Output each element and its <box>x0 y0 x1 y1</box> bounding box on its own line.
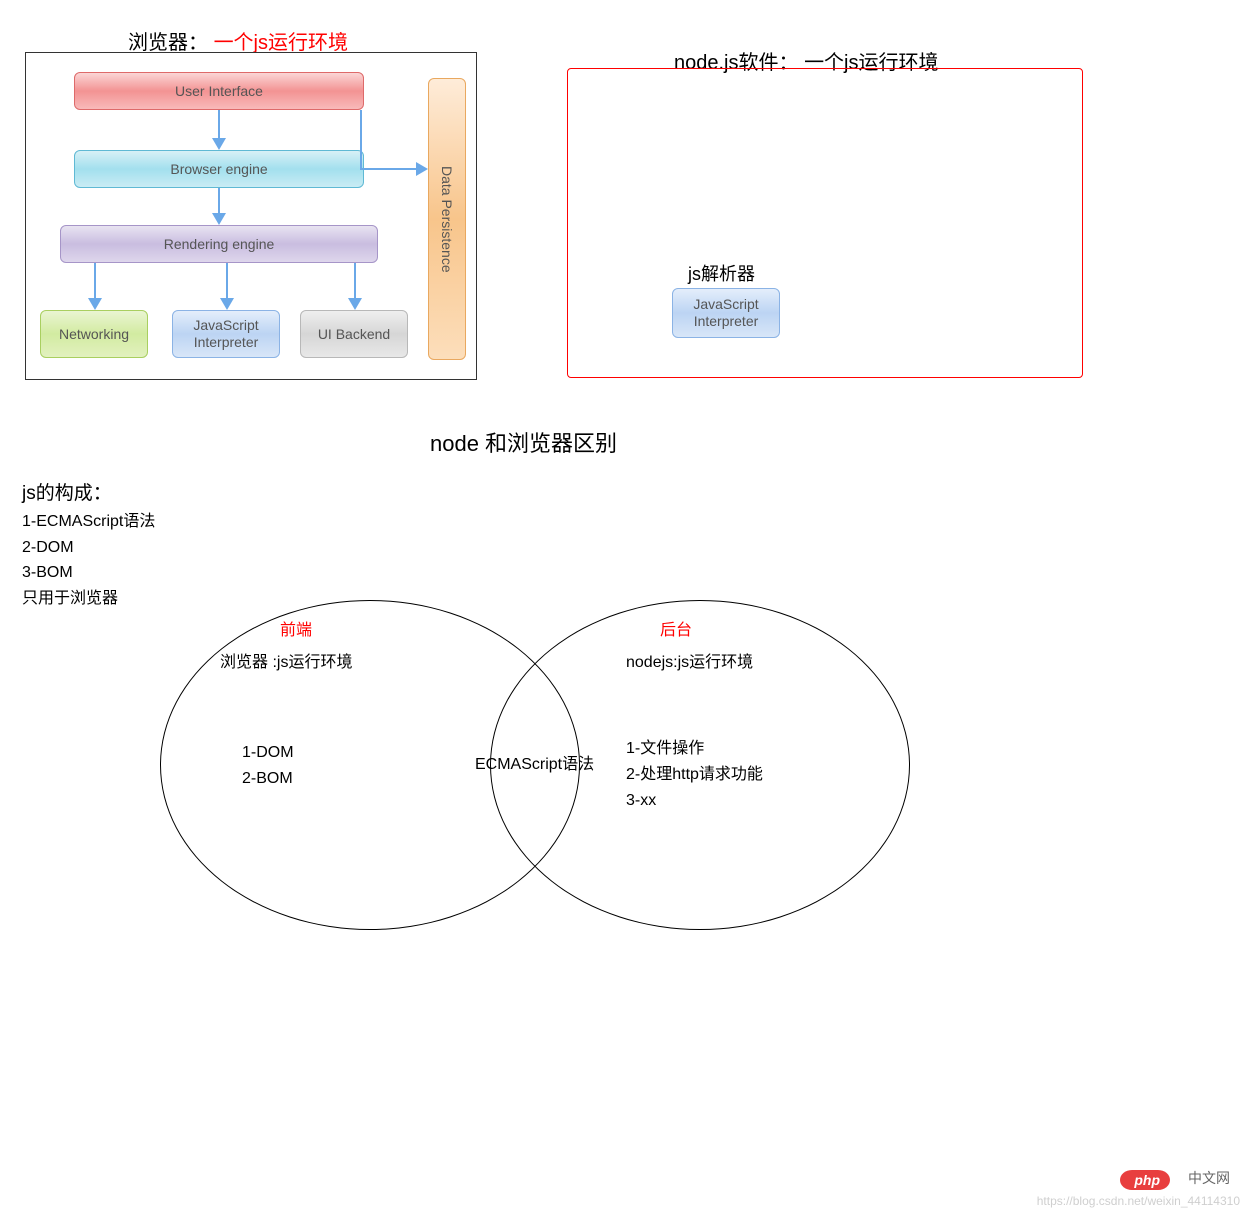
venn-right-sub: nodejs:js运行环境 <box>626 650 753 676</box>
node-arch-frame <box>567 68 1083 378</box>
box-browser-engine: Browser engine <box>74 150 364 188</box>
browser-title: 浏览器： 一个js运行环境 <box>128 26 348 55</box>
browser-title-highlight: 一个js运行环境 <box>214 32 348 54</box>
browser-title-prefix: 浏览器： <box>128 32 208 54</box>
arrow <box>354 263 356 298</box>
php-cn-label: 中文网 <box>1188 1168 1230 1188</box>
js-comp-line: 只用于浏览器 <box>22 586 155 612</box>
box-user-interface: User Interface <box>74 72 364 110</box>
arrow <box>360 168 416 170</box>
js-comp-line: 2-DOM <box>22 535 155 561</box>
box-ui-backend: UI Backend <box>300 310 408 358</box>
arrow-head <box>212 138 226 150</box>
php-badge: php <box>1120 1170 1170 1190</box>
venn-left-sub: 浏览器 :js运行环境 <box>220 650 352 676</box>
box-rendering-engine: Rendering engine <box>60 225 378 263</box>
arrow <box>218 188 220 213</box>
js-comp-heading: js的构成： <box>22 478 155 505</box>
venn-right-item: 3-xx <box>626 788 656 814</box>
node-js-label: js解析器 <box>688 260 755 286</box>
js-comp-line: 1-ECMAScript语法 <box>22 509 155 535</box>
venn-left-title: 前端 <box>280 618 312 644</box>
arrow <box>360 110 362 169</box>
venn-left-item: 2-BOM <box>242 766 293 792</box>
arrow-head <box>416 162 428 176</box>
venn-right-item: 1-文件操作 <box>626 736 704 762</box>
venn-right-title: 后台 <box>660 618 692 644</box>
arrow-head <box>348 298 362 310</box>
venn-center: ECMAScript语法 <box>475 752 594 778</box>
arrow <box>218 110 220 138</box>
arrow <box>226 263 228 298</box>
arrow <box>94 263 96 298</box>
section-title: node 和浏览器区别 <box>430 426 617 458</box>
venn-left-item: 1-DOM <box>242 740 294 766</box>
node-js-interpreter-box: JavaScript Interpreter <box>672 288 780 338</box>
box-networking: Networking <box>40 310 148 358</box>
venn-right-item: 2-处理http请求功能 <box>626 762 763 788</box>
arrow-head <box>212 213 226 225</box>
js-composition: js的构成： 1-ECMAScript语法 2-DOM 3-BOM 只用于浏览器 <box>22 478 155 611</box>
arrow-head <box>88 298 102 310</box>
box-data-persistence: Data Persistence <box>428 78 466 360</box>
box-js-interpreter: JavaScript Interpreter <box>172 310 280 358</box>
js-comp-line: 3-BOM <box>22 560 155 586</box>
watermark-url: https://blog.csdn.net/weixin_44114310 <box>1037 1194 1240 1208</box>
arrow-head <box>220 298 234 310</box>
